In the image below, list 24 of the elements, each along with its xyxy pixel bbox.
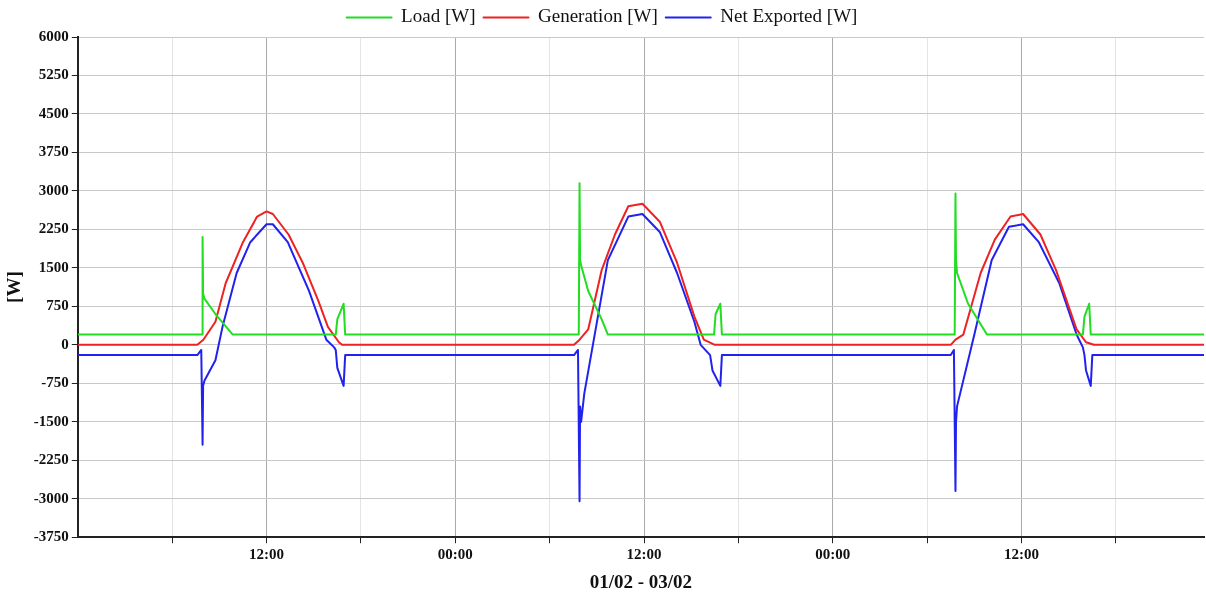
- y-tick-label: 1500: [38, 258, 69, 275]
- y-tick-label: 750: [46, 297, 69, 314]
- y-tick-label: 2250: [38, 220, 69, 237]
- legend-label: Generation [W]: [537, 5, 658, 27]
- y-axis-title: [W]: [3, 271, 25, 303]
- x-axis-title: 01/02 - 03/02: [589, 570, 693, 592]
- y-tick-label: -2250: [33, 451, 69, 468]
- y-tick-label: 6000: [38, 27, 69, 44]
- x-tick-label: 12:00: [249, 546, 285, 563]
- x-tick-label: 12:00: [1004, 546, 1040, 563]
- y-tick-label: 3750: [38, 143, 69, 160]
- y-tick-label: -1500: [33, 412, 69, 429]
- y-tick-label: 0: [61, 335, 69, 352]
- x-tick-label: 00:00: [815, 546, 851, 563]
- y-tick-label: 5250: [38, 66, 69, 83]
- y-tick-label: -750: [41, 374, 69, 391]
- legend-label: Load [W]: [401, 5, 476, 27]
- y-tick-label: -3750: [33, 528, 69, 545]
- y-tick-label: 3000: [38, 181, 69, 198]
- x-tick-label: 00:00: [437, 546, 473, 563]
- y-tick-label: -3000: [33, 489, 69, 506]
- legend-label: Net Exported [W]: [720, 5, 858, 27]
- x-tick-label: 12:00: [626, 546, 662, 563]
- y-tick-label: 4500: [38, 104, 69, 121]
